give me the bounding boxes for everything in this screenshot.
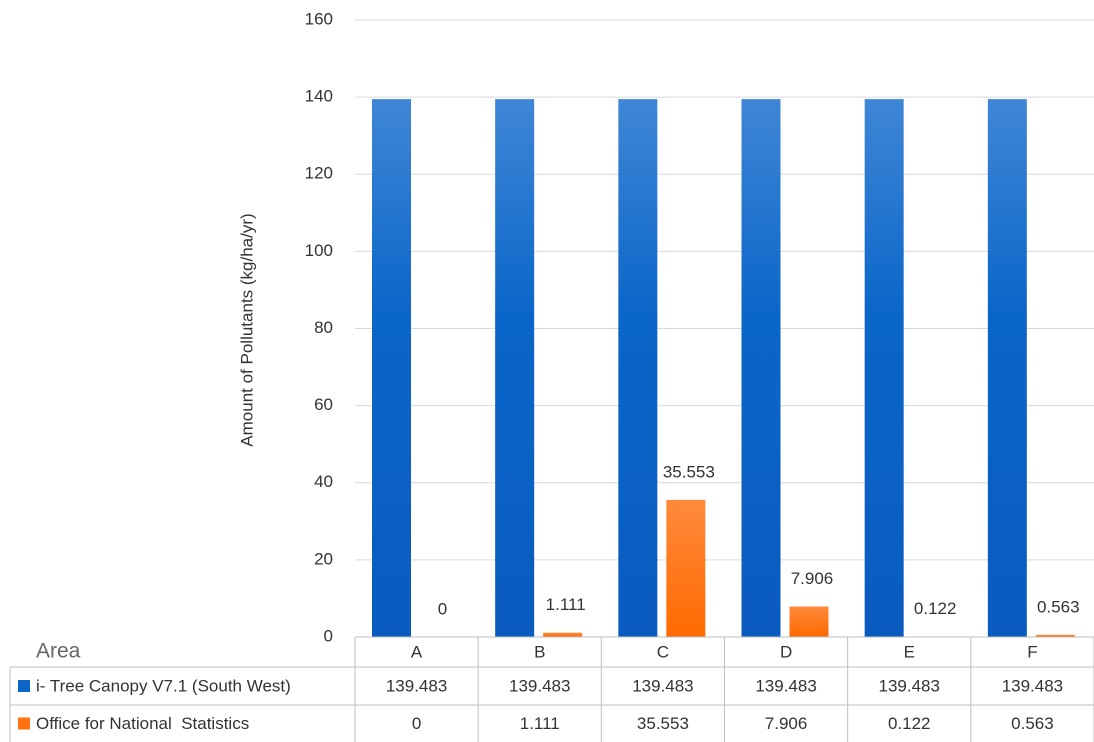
- bar: [495, 99, 535, 638]
- legend-label: Office for National Statistics: [36, 714, 249, 733]
- y-tick-label: 80: [314, 318, 333, 337]
- bar: [543, 632, 583, 637]
- y-tick-label: 20: [314, 549, 333, 568]
- x-tick-label: B: [534, 642, 545, 661]
- bar: [372, 99, 411, 638]
- data-label: 0.122: [914, 599, 957, 618]
- table-cell: 0: [412, 714, 421, 733]
- table-cell: 139.483: [755, 676, 816, 695]
- table-cell: 7.906: [765, 714, 808, 733]
- y-tick-label: 120: [305, 164, 333, 183]
- x-axis-title: Area: [36, 640, 81, 663]
- bar: [789, 606, 829, 637]
- table-cell: 0.563: [1011, 714, 1054, 733]
- y-tick-label: 40: [314, 472, 333, 491]
- table-cell: 139.483: [632, 676, 693, 695]
- table-cell: 35.553: [637, 714, 689, 733]
- bar: [864, 99, 904, 638]
- y-axis-title: Amount of Pollutants (kg/ha/yr): [237, 213, 256, 446]
- x-tick-label: E: [904, 642, 915, 661]
- x-tick-label: A: [411, 642, 423, 661]
- bar: [987, 99, 1027, 638]
- table-cell: 139.483: [386, 676, 447, 695]
- legend-label: i- Tree Canopy V7.1 (South West): [36, 676, 291, 695]
- y-tick-label: 60: [314, 395, 333, 414]
- table-cell: 139.483: [509, 676, 570, 695]
- table-cell: 1.111: [520, 714, 560, 733]
- table-cell: 0.122: [888, 714, 931, 733]
- bar: [666, 499, 706, 637]
- x-tick-label: D: [780, 642, 792, 661]
- data-label: 7.906: [791, 569, 834, 588]
- y-tick-label: 140: [305, 87, 333, 106]
- y-tick-label: 100: [305, 241, 333, 260]
- x-tick-label: C: [657, 642, 669, 661]
- data-label: 1.111: [546, 595, 586, 614]
- bar: [741, 99, 781, 638]
- bar: [618, 99, 658, 638]
- table-cell: 139.483: [1002, 676, 1063, 695]
- y-tick-label: 160: [305, 9, 333, 28]
- y-tick-label: 0: [324, 626, 333, 645]
- table-cell: 139.483: [879, 676, 940, 695]
- data-label: 0.563: [1037, 597, 1080, 616]
- data-label: 35.553: [663, 462, 715, 481]
- legend-swatch: [18, 680, 30, 692]
- x-tick-label: F: [1027, 642, 1037, 661]
- data-label: 0: [438, 599, 447, 618]
- bar: [1035, 634, 1075, 637]
- legend-swatch: [18, 717, 30, 730]
